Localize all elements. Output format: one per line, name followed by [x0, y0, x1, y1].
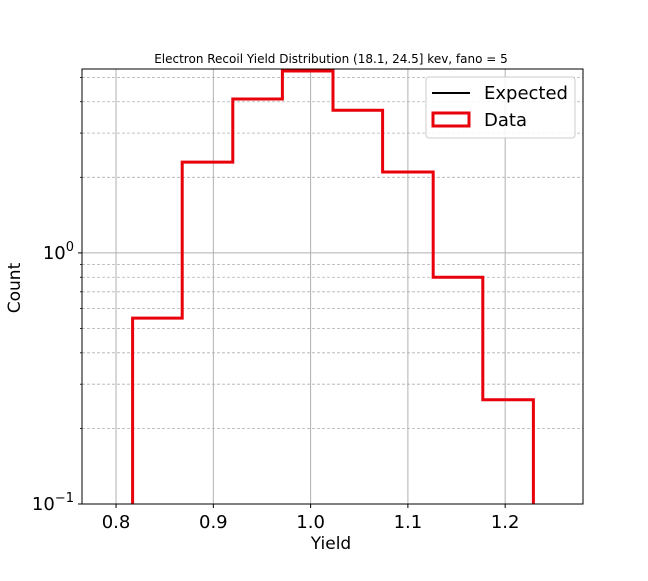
x-tick-label: 1.1 [394, 512, 423, 533]
legend-data-label: Data [484, 110, 527, 131]
data-series-step [131, 69, 535, 504]
major-gridlines [82, 69, 583, 504]
x-axis-label: Yield [310, 534, 351, 554]
legend-data-swatch [431, 111, 471, 128]
x-tick-label: 1.0 [296, 512, 325, 533]
x-axis-ticks: 0.8 0.9 1.0 1.1 1.2 [102, 504, 520, 533]
plot-frame [81, 68, 584, 505]
y-axis-label: Count [5, 262, 25, 313]
data-step-line [131, 69, 535, 504]
x-tick-label: 0.9 [199, 512, 228, 533]
legend: Expected Data [425, 76, 576, 139]
x-tick-label: 0.8 [102, 512, 131, 533]
x-tick-label: 1.2 [491, 512, 520, 533]
chart-title: Electron Recoil Yield Distribution (18.1… [154, 52, 508, 66]
legend-expected-label: Expected [484, 83, 568, 104]
